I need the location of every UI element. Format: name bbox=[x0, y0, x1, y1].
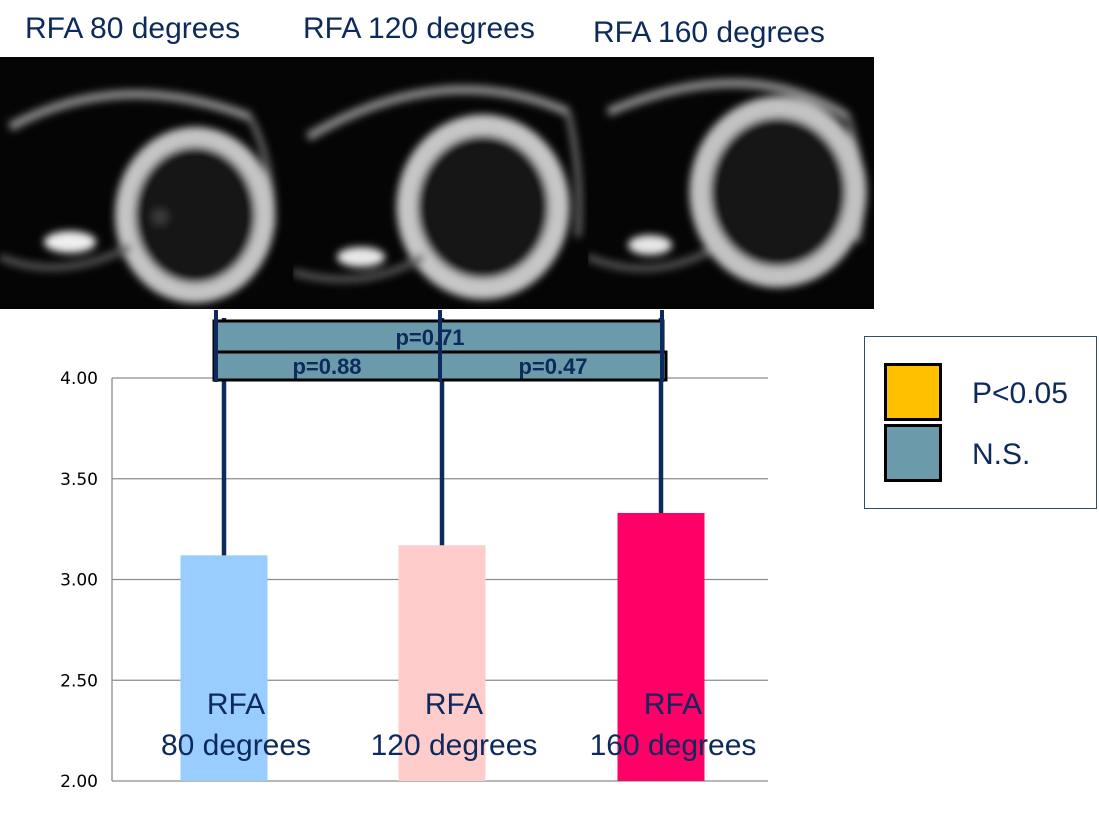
bar bbox=[398, 545, 486, 781]
category-label: 160 degrees bbox=[590, 729, 757, 762]
legend-label-ns: N.S. bbox=[972, 438, 1031, 471]
y-tick-label: 2.00 bbox=[60, 772, 98, 792]
y-tick-label: 2.50 bbox=[60, 671, 98, 691]
bar bbox=[617, 513, 705, 781]
image-title-rfa-80: RFA 80 degrees bbox=[25, 12, 241, 45]
category-label: RFA bbox=[644, 688, 702, 721]
legend-swatch-significant bbox=[884, 363, 942, 421]
image-title-rfa-160: RFA 160 degrees bbox=[593, 16, 825, 49]
category-label: RFA bbox=[207, 688, 265, 721]
legend-swatch-ns bbox=[884, 424, 942, 482]
legend: P<0.05 N.S. bbox=[864, 336, 1097, 509]
legend-label-significant: P<0.05 bbox=[972, 377, 1068, 410]
p-value-label: p=0.88 bbox=[292, 354, 361, 379]
image-title-rfa-120: RFA 120 degrees bbox=[303, 12, 535, 45]
category-label: RFA bbox=[425, 688, 483, 721]
y-tick-label: 3.50 bbox=[60, 470, 98, 490]
y-tick-label: 4.00 bbox=[60, 369, 98, 389]
category-label: 80 degrees bbox=[161, 729, 311, 762]
y-tick-label: 3.00 bbox=[60, 571, 98, 591]
bar bbox=[180, 555, 268, 781]
category-label: 120 degrees bbox=[371, 729, 538, 762]
p-value-label: p=0.47 bbox=[518, 354, 587, 379]
mri-image-rfa-160 bbox=[588, 57, 874, 309]
p-value-label: p=0.71 bbox=[395, 325, 464, 350]
mri-image-rfa-120 bbox=[293, 57, 588, 309]
mri-image-rfa-80 bbox=[0, 57, 293, 309]
